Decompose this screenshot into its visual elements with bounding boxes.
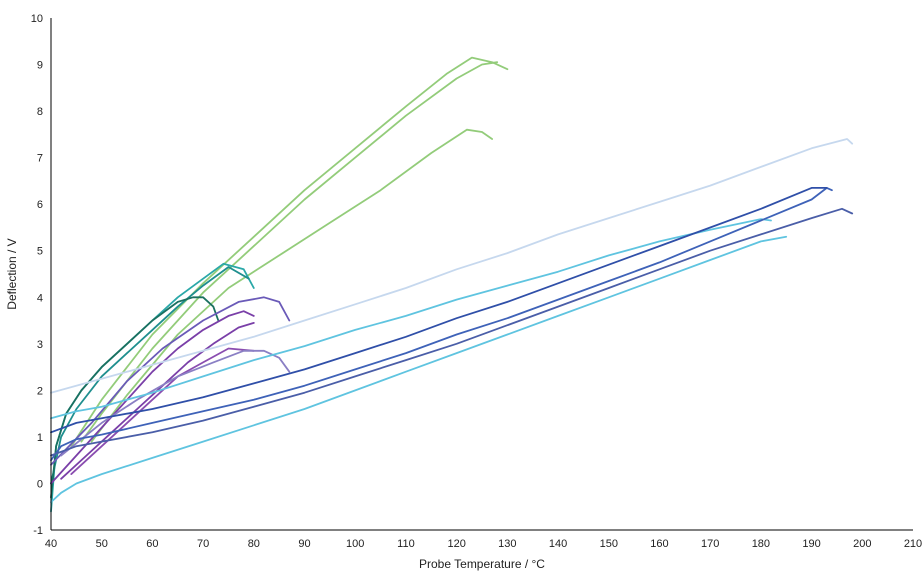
x-tick-label: 60 — [146, 538, 158, 550]
series-layer — [50, 56, 854, 513]
x-tick-label: 200 — [853, 538, 871, 550]
y-tick-label: 1 — [37, 432, 43, 444]
series-line-5 — [50, 266, 250, 485]
x-tick-labels: 40 50 60 70 80 90 100 110 120 130 140 150 160 170 180 1… — [45, 538, 922, 550]
y-tick-label: 4 — [37, 292, 43, 304]
y-tick-label: 8 — [37, 106, 43, 118]
y-tick-label: 0 — [37, 478, 43, 490]
series-line-3 — [90, 128, 493, 443]
y-tick-labels: -1 0 1 2 3 4 5 6 7 8 9 10 — [31, 13, 43, 537]
series-line-9 — [50, 296, 291, 466]
series-line-14 — [50, 235, 788, 503]
y-tick-label: 5 — [37, 246, 43, 258]
series-line-16 — [50, 187, 828, 434]
x-tick-label: 80 — [248, 538, 260, 550]
series-line-17 — [50, 207, 854, 457]
x-axis-label: Probe Temperature / °C — [419, 557, 545, 571]
series-line-12 — [50, 138, 854, 394]
x-tick-label: 160 — [650, 538, 668, 550]
series-line-4 — [50, 262, 255, 513]
series-line-11 — [60, 349, 291, 457]
y-axis-label: Deflection / V — [5, 238, 19, 309]
x-tick-label: 90 — [298, 538, 310, 550]
series-line-15 — [50, 187, 833, 462]
y-tick-label: 9 — [37, 60, 43, 72]
y-tick-label: -1 — [33, 525, 43, 537]
x-tick-label: 120 — [447, 538, 465, 550]
y-tick-label: 2 — [37, 385, 43, 397]
series-line-6 — [50, 296, 220, 499]
y-tick-label: 7 — [37, 153, 43, 165]
x-tick-label: 180 — [752, 538, 770, 550]
x-tick-label: 50 — [96, 538, 108, 550]
series-line-2 — [80, 61, 499, 443]
x-tick-label: 130 — [498, 538, 516, 550]
series-line-7 — [50, 310, 255, 485]
x-tick-label: 140 — [549, 538, 567, 550]
y-tick-label: 3 — [37, 339, 43, 351]
x-tick-label: 150 — [600, 538, 618, 550]
x-tick-label: 190 — [802, 538, 820, 550]
x-tick-label: 110 — [397, 538, 415, 550]
y-tick-label: 10 — [31, 13, 43, 25]
series-line-1 — [70, 56, 509, 448]
x-tick-label: 70 — [197, 538, 209, 550]
x-tick-label: 100 — [346, 538, 364, 550]
y-tick-label: 6 — [37, 199, 43, 211]
x-tick-label: 170 — [701, 538, 719, 550]
series-line-13 — [50, 218, 772, 420]
x-tick-label: 40 — [45, 538, 57, 550]
x-tick-label: 210 — [904, 538, 922, 550]
